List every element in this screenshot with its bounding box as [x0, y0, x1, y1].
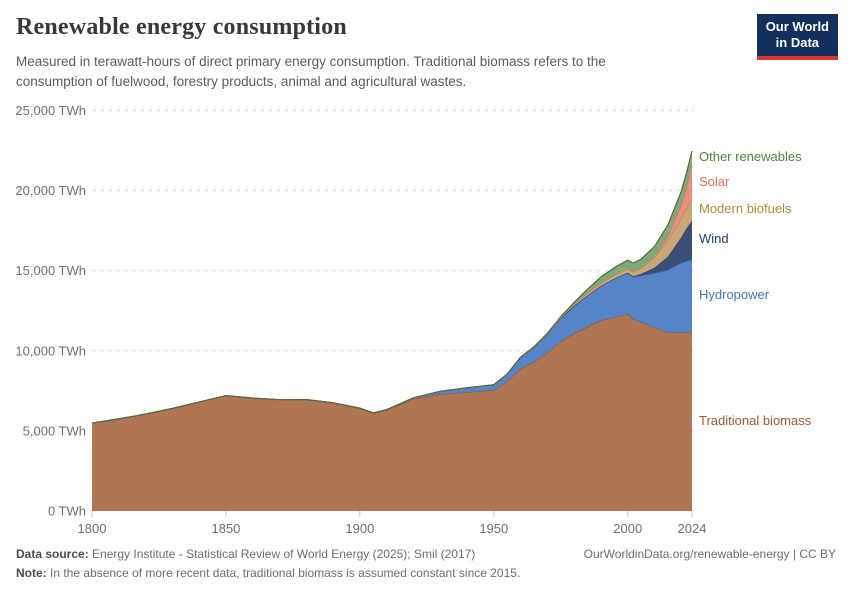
legend-label-hydropower: Hydropower	[699, 286, 770, 302]
citation-link[interactable]: OurWorldinData.org/renewable-energy | CC…	[583, 547, 836, 561]
chart-footer: Data source: Energy Institute - Statisti…	[16, 545, 836, 582]
data-source-line: Data source: Energy Institute - Statisti…	[16, 545, 475, 564]
y-axis-label: 5,000 TWh	[23, 423, 86, 438]
y-axis-label: 0 TWh	[48, 504, 86, 519]
x-axis-label: 1950	[479, 521, 508, 536]
data-source-label: Data source:	[16, 547, 89, 561]
subtitle-line-1: Measured in terawatt-hours of direct pri…	[16, 54, 606, 69]
x-axis-label: 1900	[345, 521, 374, 536]
owid-logo[interactable]: Our World in Data	[756, 14, 838, 60]
y-axis-label: 10,000 TWh	[15, 343, 86, 358]
owid-logo-line-2: in Data	[775, 35, 820, 51]
page-title: Renewable energy consumption	[16, 14, 347, 40]
x-axis-label: 2000	[613, 521, 642, 536]
area-traditional-biomass	[92, 314, 692, 511]
legend-label-other-renewables: Other renewables	[699, 149, 802, 165]
x-axis-label: 2024	[678, 521, 707, 536]
owid-logo-line-1: Our World	[765, 19, 829, 34]
subtitle-line-2: consumption of fuelwood, forestry produc…	[16, 73, 467, 89]
legend-label-solar: Solar	[699, 173, 730, 189]
note-label: Note:	[16, 565, 47, 580]
legend-label-wind: Wind	[699, 231, 729, 247]
y-axis-label: 25,000 TWh	[15, 103, 86, 118]
note-text: In the absence of more recent data, trad…	[46, 565, 521, 580]
x-axis-label: 1850	[211, 521, 240, 536]
legend-label-modern-biofuels: Modern biofuels	[699, 201, 792, 217]
note-line: Note: In the absence of more recent data…	[16, 566, 520, 580]
data-source-text: Energy Institute - Statistical Review of…	[88, 547, 476, 561]
x-axis-label: 1800	[78, 521, 107, 536]
y-axis-label: 20,000 TWh	[15, 183, 86, 198]
y-axis-label: 15,000 TWh	[15, 263, 86, 278]
series-legend: Traditional biomass Hydropower Wind Modern …	[699, 0, 849, 540]
legend-label-traditional-biomass: Traditional biomass	[699, 412, 812, 428]
area-outline-other-renewables	[91, 150, 693, 424]
chart-subtitle: Measured in terawatt-hours of direct pri…	[16, 52, 676, 91]
